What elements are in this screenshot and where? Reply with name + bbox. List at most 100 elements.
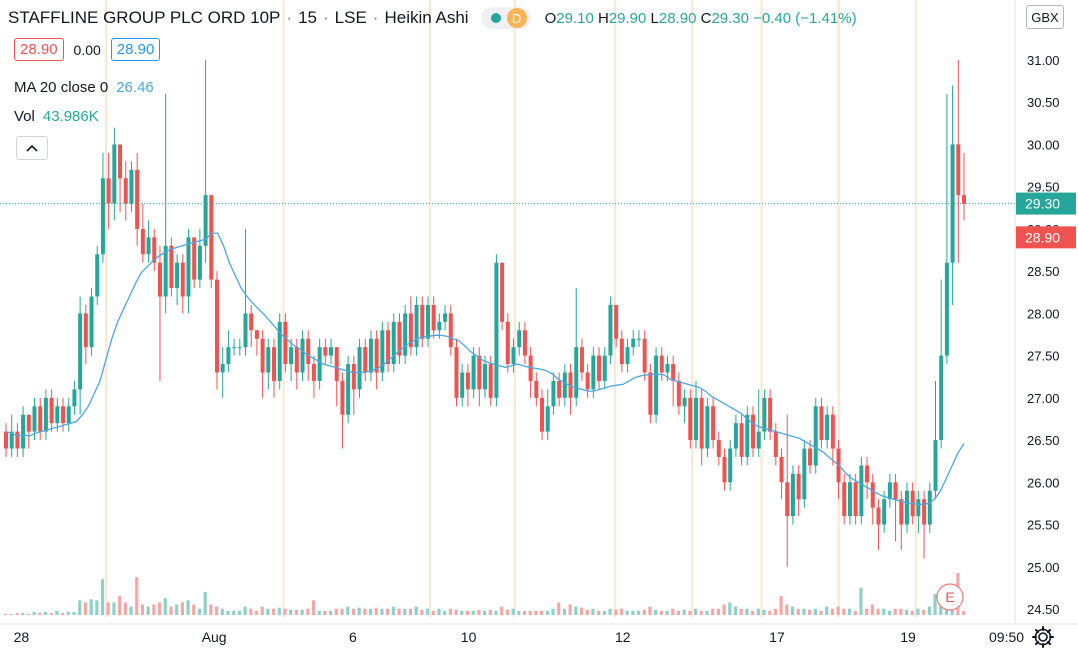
candle-body — [500, 262, 505, 322]
volume-bar — [597, 610, 601, 615]
candle-body — [483, 364, 487, 390]
chart-settings-button[interactable] — [1030, 624, 1056, 650]
volume-bar — [483, 610, 487, 615]
symbol-title[interactable]: STAFFLINE GROUP PLC ORD 10P — [8, 8, 281, 27]
candle-body — [266, 347, 271, 373]
volume-bar — [682, 609, 686, 615]
volume-bar — [192, 604, 196, 615]
volume-bar — [317, 610, 321, 615]
volume-bar — [471, 610, 475, 615]
volume-bar — [568, 604, 572, 615]
volume-bar — [642, 609, 646, 615]
buy-price-button[interactable]: 28.90 — [110, 38, 161, 61]
candle-body — [448, 313, 453, 348]
candle-body — [654, 355, 659, 415]
candle-body — [272, 347, 277, 381]
candle-body — [739, 423, 744, 457]
candle-body — [728, 448, 733, 483]
volume-bar — [374, 607, 378, 615]
candle-body — [665, 364, 670, 373]
candle-body — [859, 465, 864, 517]
candle-body — [203, 195, 208, 246]
candle-body — [4, 431, 8, 449]
candle-body — [243, 313, 248, 348]
market-status-badge[interactable]: D — [480, 7, 531, 29]
candle-body — [232, 347, 237, 349]
chart-style-label[interactable]: Heikin Ashi — [384, 8, 469, 27]
currency-button[interactable]: GBX — [1026, 5, 1064, 29]
volume-bar — [853, 610, 857, 615]
volume-bar — [836, 606, 840, 615]
volume-bar — [9, 613, 13, 615]
candle-body — [682, 397, 687, 407]
volume-bar — [522, 610, 527, 615]
candle-body — [882, 499, 887, 525]
candle-body — [488, 364, 493, 398]
price-tick-label: 27.50 — [1027, 349, 1060, 364]
candle-body — [813, 406, 818, 466]
candle-body — [870, 482, 875, 508]
candle-body — [112, 144, 117, 204]
candle-body — [511, 347, 516, 365]
bid-price-tag-label: 28.90 — [1025, 229, 1060, 245]
volume-bar — [591, 608, 595, 615]
volume-bar — [397, 608, 401, 615]
candle-body — [186, 237, 191, 297]
interval-label[interactable]: 15 — [298, 8, 317, 27]
candle-body — [49, 397, 54, 424]
volume-bar — [55, 610, 59, 615]
exchange-label: LSE — [334, 8, 367, 27]
candle-body — [825, 414, 830, 441]
candle-body — [471, 355, 476, 390]
volume-bar — [802, 608, 806, 615]
earnings-label: E — [945, 589, 954, 605]
candle-body — [334, 347, 339, 381]
time-tick-label: 19 — [900, 629, 916, 645]
candle-body — [306, 338, 311, 365]
candle-body — [642, 338, 647, 373]
volume-bar — [608, 608, 612, 615]
high-value: 29.90 — [608, 9, 647, 27]
volume-bar — [671, 608, 675, 615]
collapse-legend-button[interactable] — [16, 136, 48, 160]
volume-bar — [779, 596, 783, 615]
volume-bar — [648, 606, 652, 615]
volume-bar — [933, 594, 937, 615]
volume-bar — [665, 610, 669, 615]
volume-bar — [351, 608, 356, 615]
ma-legend[interactable]: MA 20 close 0 26.46 — [14, 79, 154, 96]
change-value: −0.40 (−1.41%) — [753, 9, 857, 27]
volume-bar — [910, 610, 914, 615]
candle-body — [408, 313, 413, 348]
volume-bar — [249, 608, 253, 615]
volume-bar — [146, 606, 150, 615]
gear-icon — [1032, 626, 1054, 648]
candle-body — [802, 448, 807, 500]
volume-bar — [243, 606, 247, 615]
price-tick-label: 31.00 — [1027, 53, 1060, 68]
volume-bar — [363, 608, 367, 615]
sell-price-button[interactable]: 28.90 — [14, 38, 64, 61]
time-tick-label: 12 — [615, 629, 631, 645]
candle-body — [329, 347, 334, 356]
candle-body — [762, 397, 767, 432]
price-tick-label: 28.50 — [1027, 264, 1060, 279]
candles — [4, 60, 966, 567]
candle-body — [830, 414, 835, 449]
volume-bar — [306, 608, 310, 615]
volume-bar — [368, 608, 373, 615]
volume-bar — [619, 608, 624, 615]
volume-bar — [882, 608, 886, 615]
candle-body — [956, 144, 961, 196]
delayed-data-badge[interactable]: D — [506, 8, 527, 28]
volume-legend[interactable]: Vol 43.986K — [14, 108, 99, 125]
candle-body — [568, 372, 573, 398]
spread-value: 0.00 — [73, 41, 101, 58]
volume-bar — [180, 602, 184, 615]
volume-bar — [157, 602, 162, 615]
candle-body — [431, 304, 436, 331]
volume-bar — [865, 608, 869, 615]
time-tick-label: 17 — [769, 629, 785, 645]
